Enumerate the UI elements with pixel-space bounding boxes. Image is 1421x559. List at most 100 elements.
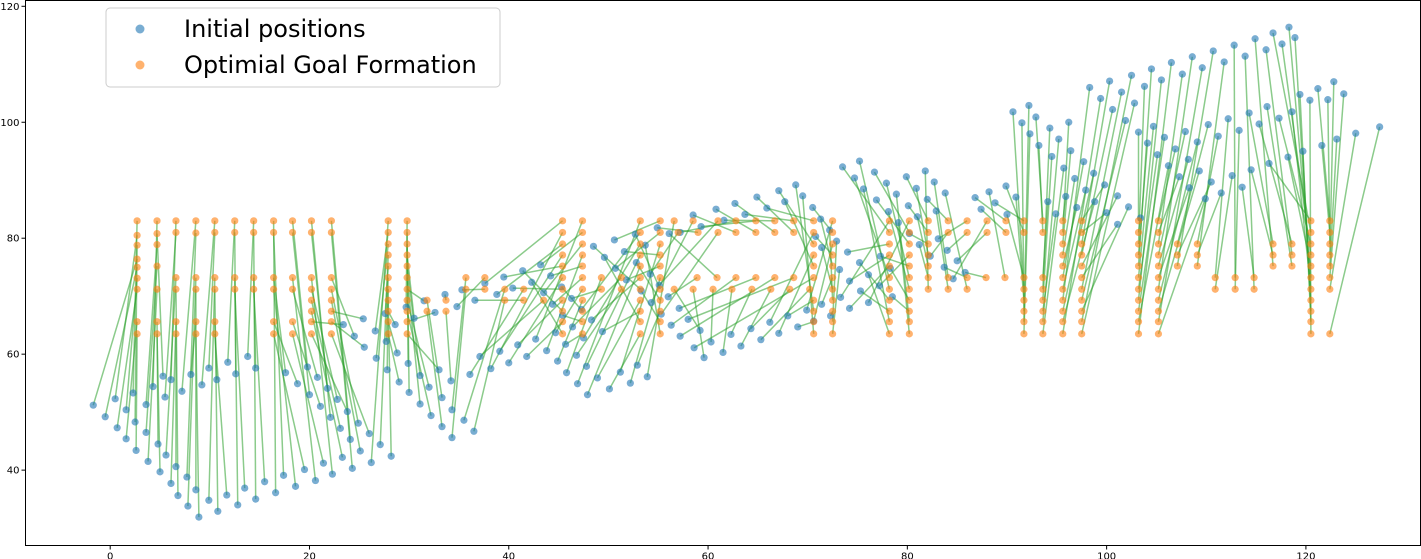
- assignment-line: [820, 247, 834, 290]
- goal-point: [307, 330, 316, 338]
- assignment-line: [723, 219, 775, 222]
- initial-point: [763, 204, 771, 212]
- initial-point: [205, 496, 213, 504]
- goal-point: [307, 285, 316, 293]
- initial-point: [794, 323, 802, 331]
- goal-point: [1020, 285, 1028, 293]
- initial-point: [338, 453, 346, 461]
- goal-point: [1307, 274, 1315, 282]
- initial-point: [747, 325, 755, 333]
- goal-point: [1134, 240, 1143, 248]
- x-tick-label: 0: [107, 552, 113, 559]
- assignment-line: [426, 300, 443, 398]
- initial-point: [328, 470, 336, 478]
- initial-point: [167, 376, 175, 384]
- assignment-line: [330, 232, 354, 469]
- goal-point: [829, 318, 837, 326]
- initial-point: [675, 304, 683, 312]
- assignment-line: [214, 333, 228, 496]
- initial-point: [1062, 192, 1070, 201]
- initial-point: [519, 267, 527, 275]
- initial-point: [149, 383, 157, 391]
- initial-point: [438, 394, 446, 402]
- goal-point: [558, 240, 567, 248]
- x-tick-label: 80: [901, 552, 914, 559]
- goal-point: [714, 217, 722, 225]
- assignment-line: [1176, 181, 1212, 256]
- goal-point: [810, 262, 818, 270]
- goal-point: [423, 296, 431, 304]
- goal-point: [1173, 251, 1181, 259]
- goal-point: [384, 228, 392, 237]
- initial-point: [326, 413, 335, 421]
- legend: Initial positions Optimial Goal Formatio…: [105, 7, 501, 88]
- goal-point: [1288, 262, 1296, 270]
- x-tick-label: 40: [502, 552, 515, 559]
- goal-point: [670, 217, 678, 225]
- initial-point: [582, 362, 591, 370]
- initial-point: [453, 303, 461, 311]
- assignment-line: [929, 231, 949, 257]
- initial-point: [441, 290, 449, 299]
- goal-point: [288, 285, 297, 293]
- goal-point: [1020, 330, 1028, 338]
- goal-point: [578, 274, 587, 282]
- x-tick-label: 60: [702, 552, 715, 559]
- initial-point: [647, 298, 655, 307]
- goal-point: [250, 274, 258, 282]
- goal-point: [1307, 251, 1315, 259]
- goal-point: [656, 307, 664, 315]
- initial-point: [1160, 133, 1169, 141]
- assignment-line: [387, 321, 398, 354]
- initial-point: [336, 424, 344, 432]
- assignment-line: [1302, 151, 1312, 322]
- initial-point: [696, 326, 704, 334]
- goal-point: [1039, 330, 1047, 338]
- goal-point: [1193, 251, 1201, 259]
- initial-point: [1097, 94, 1105, 103]
- goal-point: [558, 262, 567, 270]
- goal-point: [192, 330, 200, 338]
- initial-point: [1318, 141, 1326, 150]
- goal-point: [558, 318, 567, 326]
- assignment-line: [252, 289, 266, 482]
- assignment-line: [1157, 56, 1194, 290]
- initial-point: [350, 332, 358, 340]
- initial-point: [921, 167, 929, 175]
- assignment-line: [92, 258, 138, 406]
- initial-point: [1285, 23, 1293, 31]
- legend-marker-goal: [135, 60, 145, 70]
- initial-point: [372, 354, 380, 362]
- assignment-line: [272, 333, 306, 470]
- initial-point: [567, 294, 576, 303]
- goal-point: [885, 240, 894, 248]
- assignment-line: [1080, 75, 1133, 322]
- initial-point: [1025, 101, 1033, 110]
- assignment-line: [580, 231, 641, 310]
- goal-point: [1250, 285, 1258, 293]
- goal-point: [1059, 251, 1067, 259]
- goal-point: [905, 262, 913, 270]
- initial-point: [872, 196, 881, 204]
- goal-point: [1193, 262, 1201, 270]
- assignment-line: [679, 277, 776, 337]
- assignment-line: [873, 171, 910, 233]
- assignment-line: [722, 289, 733, 353]
- goal-point: [307, 274, 316, 282]
- initial-point: [470, 427, 478, 435]
- initial-point: [977, 205, 985, 213]
- initial-point: [476, 352, 484, 361]
- assignment-lines: [92, 27, 1381, 518]
- goal-point: [481, 274, 489, 282]
- initial-point: [1113, 192, 1122, 200]
- goal-point: [982, 274, 990, 282]
- initial-point: [1217, 189, 1225, 197]
- goal-point: [288, 228, 297, 237]
- assignment-line: [1137, 79, 1163, 301]
- initial-point: [562, 369, 571, 377]
- goal-point: [885, 262, 894, 270]
- initial-point: [720, 216, 728, 224]
- initial-point: [568, 323, 577, 331]
- goal-point: [885, 318, 894, 326]
- goal-point: [327, 307, 336, 315]
